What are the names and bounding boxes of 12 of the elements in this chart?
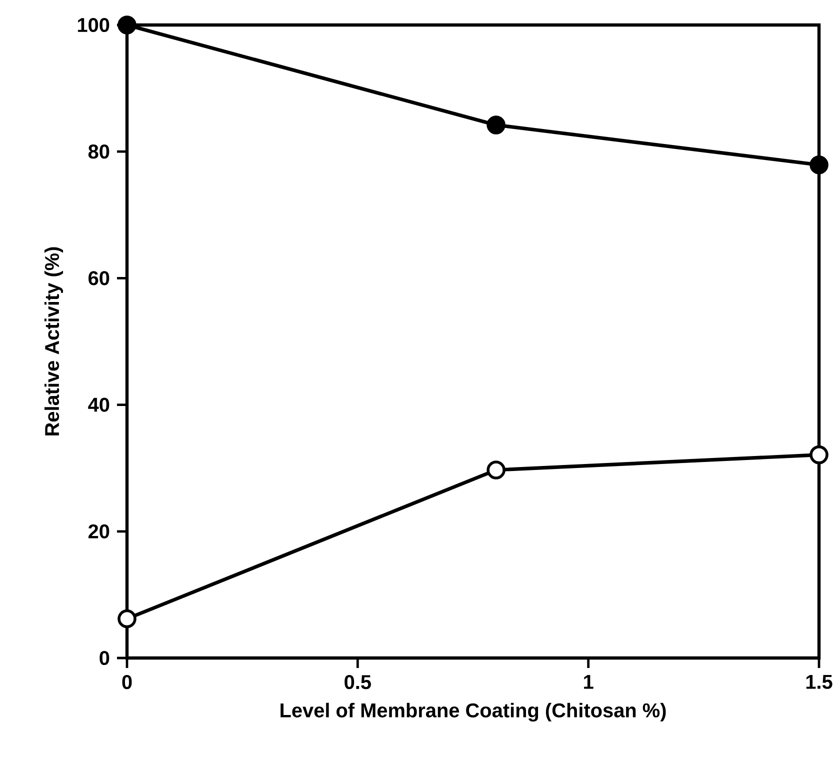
y-tick-label: 40 — [88, 398, 110, 412]
y-tick-label: 80 — [88, 144, 110, 159]
y-tick-label: 0 — [100, 650, 110, 666]
x-tick-label: 0 — [122, 675, 132, 690]
y-tick-label: 60 — [88, 271, 110, 286]
x-tick-label: 0.5 — [344, 675, 371, 690]
x-tick-label: 1.5 — [806, 675, 832, 689]
y-tick-label: 100 — [78, 18, 110, 32]
y-tick-label: 20 — [88, 524, 110, 538]
x-tick-label: 1 — [584, 675, 594, 689]
y-axis-title: Relative Activity (%) — [44, 247, 64, 436]
x-axis-title: Level of Membrane Coating (Chitosan %) — [280, 702, 666, 722]
